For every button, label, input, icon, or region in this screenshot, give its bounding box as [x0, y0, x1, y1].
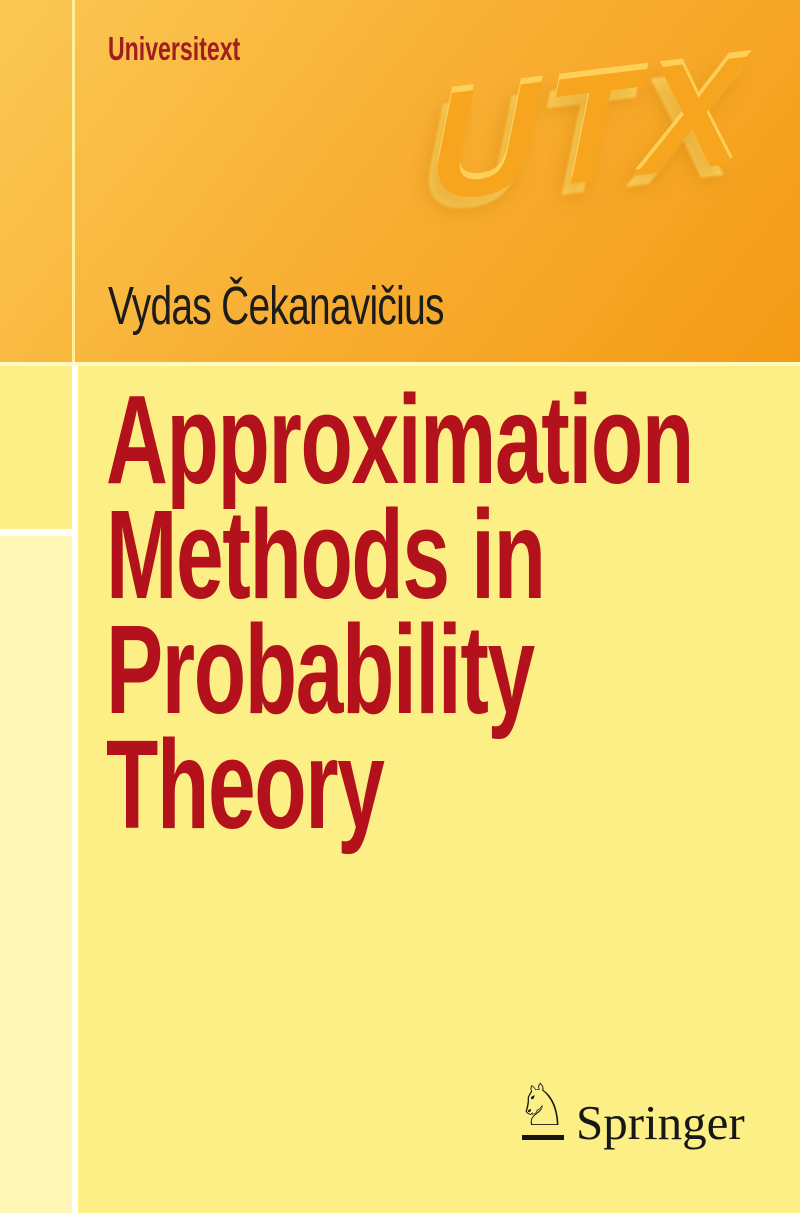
utx-logo: UTX UTX [419, 23, 769, 269]
springer-horse-icon: ♘ [516, 1071, 568, 1139]
vertical-divider-line-bottom [72, 366, 78, 1213]
utx-logo-face: UTX [428, 23, 751, 235]
author-name: Vydas Čekanavičius [108, 276, 444, 336]
series-band [0, 0, 800, 362]
title-line: Methods in [106, 484, 546, 625]
left-column-pale [0, 536, 72, 1213]
band-highlight-line [0, 362, 800, 366]
title-line: Theory [106, 714, 385, 855]
vertical-divider-line-top [72, 0, 75, 362]
springer-horse-underline [522, 1135, 564, 1140]
horizontal-divider-line [0, 529, 72, 536]
book-title: Approximation Methods in Probability The… [106, 369, 694, 855]
series-label: Universitext [108, 30, 241, 67]
title-line: Probability [106, 599, 535, 740]
publisher-logo: ♘ Springer [516, 1071, 745, 1156]
publisher-name: Springer [576, 1095, 745, 1150]
title-line: Approximation [106, 369, 694, 510]
